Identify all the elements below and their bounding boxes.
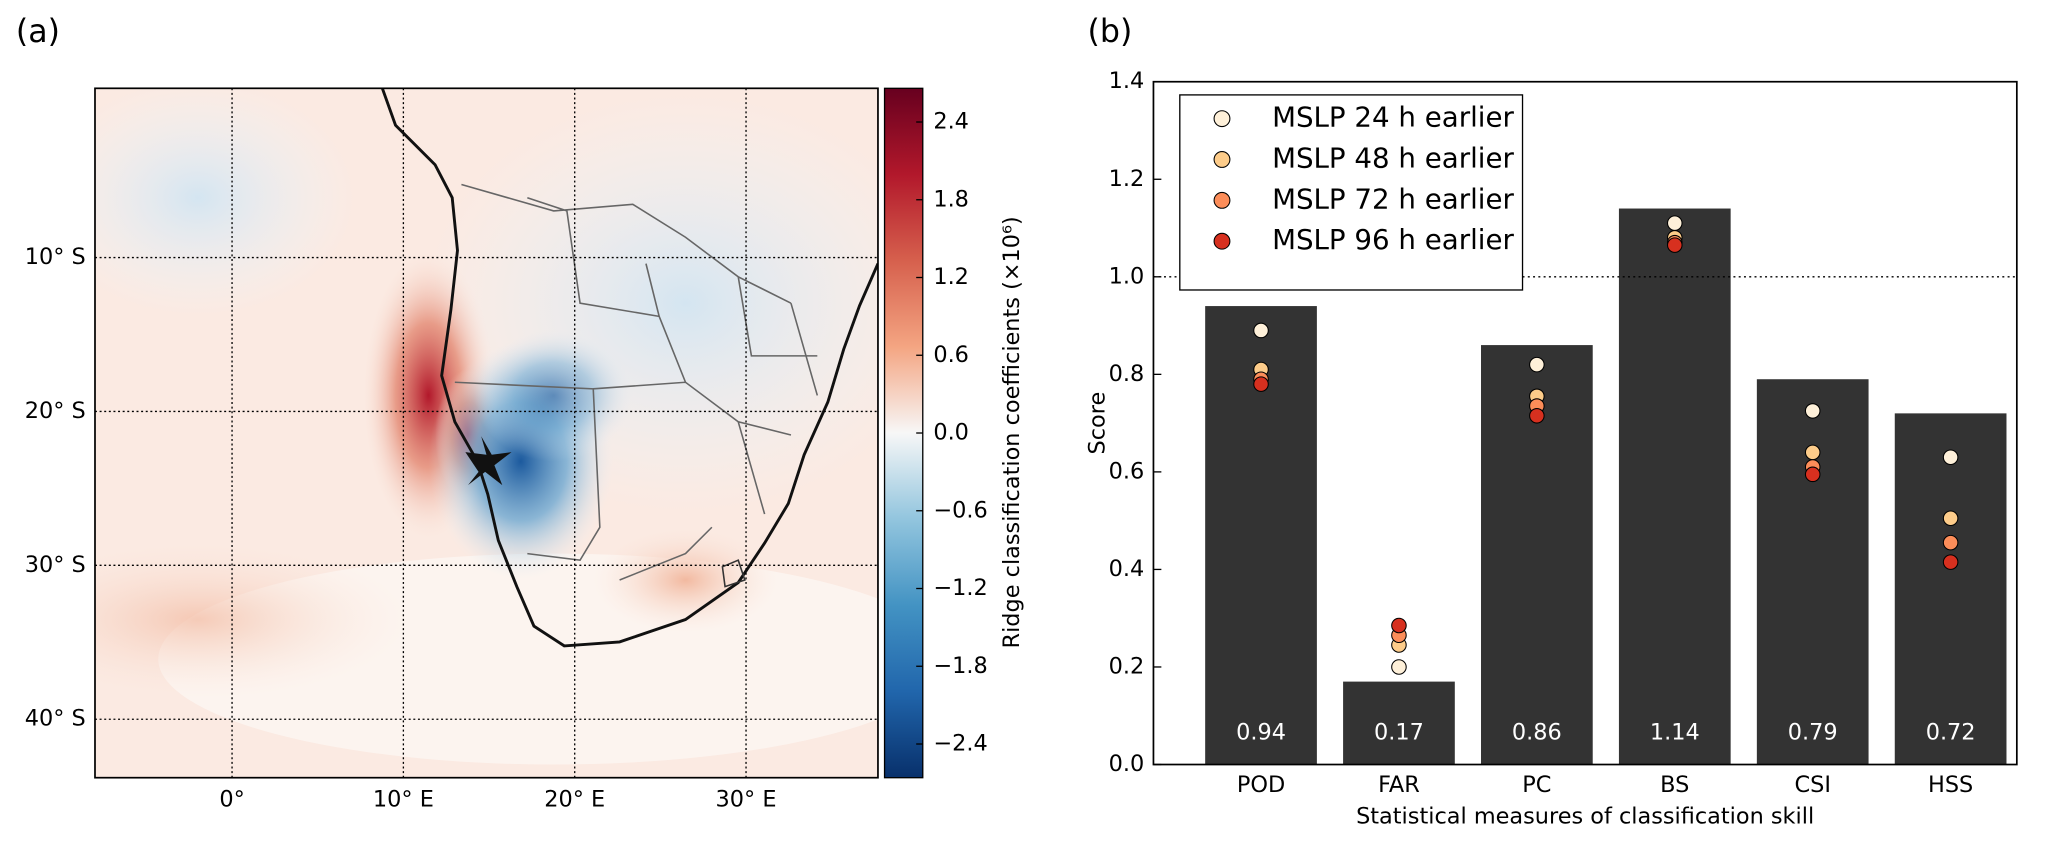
point [1804, 444, 1821, 461]
x-tick-label: BS [1660, 772, 1689, 798]
y-tick-label: 1.2 [1109, 166, 1145, 192]
point [1391, 617, 1407, 634]
legend-marker [1213, 151, 1231, 168]
point [1804, 466, 1821, 483]
x-tick-label: HSS [1928, 772, 1973, 798]
bar [1894, 413, 2007, 765]
colorbar-tick-label: −1.2 [933, 575, 987, 601]
y-tick-label: 0.0 [1109, 751, 1145, 777]
y-tick-label: 0.8 [1109, 361, 1145, 387]
x-tick-label: 0° [219, 787, 244, 813]
bar-value-label: 0.17 [1374, 719, 1424, 745]
map-frame [94, 87, 879, 779]
x-tick-label: FAR [1378, 772, 1420, 798]
bar-value-label: 0.94 [1236, 719, 1286, 745]
point [1529, 356, 1545, 373]
colorbar-tick-label: −0.6 [933, 497, 987, 523]
x-tick-label: CSI [1794, 772, 1830, 798]
point [1667, 215, 1683, 231]
legend-marker [1213, 191, 1231, 209]
legend-marker [1213, 232, 1231, 250]
colorbar-tick-label: 2.4 [933, 109, 969, 135]
point [1942, 554, 1959, 570]
point [1804, 403, 1821, 419]
colorbar-tick-label: 1.2 [933, 264, 969, 290]
bar-value-label: 1.14 [1650, 719, 1700, 745]
legend-box [1179, 94, 1524, 291]
legend-label: MSLP 48 h earlier [1272, 141, 1514, 174]
legend-label: MSLP 72 h earlier [1272, 182, 1514, 215]
point [1942, 510, 1959, 527]
legend: MSLP 24 h earlier MSLP 48 h earlier MSLP 7… [1179, 94, 1524, 291]
colorbar-tick-label: 0.6 [933, 342, 969, 368]
x-tick-label: 20° E [544, 787, 605, 813]
legend-label: MSLP 24 h earlier [1272, 101, 1514, 134]
point [1391, 659, 1407, 675]
y-axis-label: Score [1085, 392, 1111, 455]
map-panel: (a) 0° 10° E 20° E 30° E 10° S 20° S 30° S 40° S… [16, 14, 1025, 813]
legend-label: MSLP 96 h earlier [1272, 223, 1514, 256]
map-field [94, 88, 878, 778]
x-tick-label: 10° E [373, 787, 434, 813]
bar-value-label: 0.79 [1788, 719, 1838, 745]
y-tick-label: 1.0 [1109, 263, 1145, 289]
colorbar-tick-label: −1.8 [933, 653, 987, 679]
point [1253, 376, 1269, 392]
axes-frame [1152, 80, 2018, 766]
bar [1618, 208, 1731, 765]
panel-label: (a) [16, 14, 60, 50]
colorbar-tick-label: −2.4 [933, 731, 987, 757]
bar [1343, 681, 1455, 765]
bar-panel: (b) 0.0 0.2 0.4 0.6 0.8 1.0 1.2 1.4 0.94 POD 0.17 FA… [1085, 14, 2018, 830]
x-tick-label: POD [1237, 772, 1285, 798]
point [1253, 322, 1269, 339]
y-tick-label: 30° S [25, 552, 86, 578]
bar [1756, 379, 1869, 765]
y-tick-label: 0.2 [1109, 653, 1145, 679]
colorbar-tick-label: 0.0 [933, 420, 969, 446]
y-tick-label: 0.6 [1109, 458, 1145, 484]
panel-label: (b) [1088, 14, 1133, 50]
point [1529, 408, 1545, 424]
point [1667, 237, 1683, 253]
bar-value-label: 0.72 [1926, 719, 1976, 745]
point [1942, 449, 1959, 466]
bar-value-label: 0.86 [1512, 719, 1562, 745]
y-tick-label: 20° S [25, 398, 86, 424]
y-tick-label: 1.4 [1109, 68, 1145, 94]
y-tick-label: 0.4 [1109, 556, 1145, 582]
y-tick-label: 10° S [25, 244, 86, 270]
x-tick-label: 30° E [716, 787, 777, 813]
colorbar-tick-label: 1.8 [933, 186, 969, 212]
colorbar-label: Ridge classification coefficients (×10⁶) [999, 216, 1025, 648]
y-tick-label: 40° S [25, 706, 86, 732]
x-tick-label: PC [1522, 772, 1551, 798]
x-axis-label: Statistical measures of classification s… [1356, 804, 1814, 830]
legend-marker [1213, 110, 1231, 128]
point [1942, 534, 1959, 551]
